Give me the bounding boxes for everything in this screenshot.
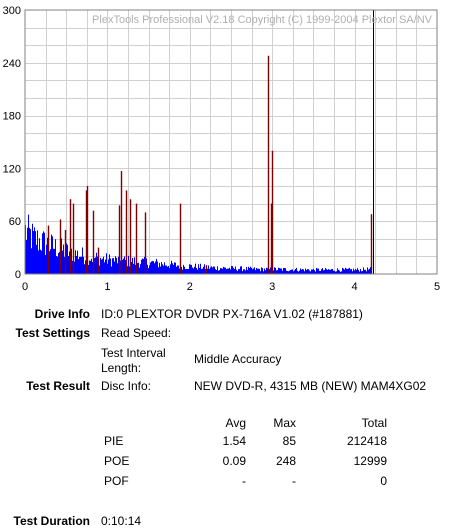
pie-total: 212418 [346, 434, 387, 448]
x-tick-label: 3 [269, 281, 275, 293]
watermark: PlexTools Professional V2.18 Copyright (… [92, 14, 433, 26]
y-tick-labels: 0 60 120 180 240 300 [3, 5, 21, 281]
test-result-label: Test Result [26, 379, 90, 393]
y-tick-label: 300 [3, 5, 21, 17]
pie-max: 85 [282, 434, 296, 448]
y-tick-label: 0 [15, 269, 21, 281]
x-tick-labels: 0 1 2 3 4 5 [22, 281, 440, 293]
x-tick-label: 5 [434, 281, 440, 293]
chart: PlexTools Professional V2.18 Copyright (… [3, 5, 440, 293]
test-interval-value: Middle Accuracy [194, 352, 282, 366]
read-speed-label: Read Speed: [101, 326, 172, 340]
x-tick-label: 1 [104, 281, 110, 293]
y-tick-label: 120 [3, 163, 21, 175]
x-tick-label: 0 [22, 281, 28, 293]
avg-header: Avg [225, 416, 246, 430]
plot-frame [24, 9, 438, 275]
grid [25, 10, 437, 274]
pof-max: - [292, 474, 296, 488]
y-tick-label: 240 [3, 58, 21, 70]
poe-max: 248 [275, 454, 296, 468]
poe-row-name: POE [104, 454, 130, 468]
pof-row-name: POF [104, 474, 129, 488]
y-tick-label: 60 [9, 216, 21, 228]
poe-total: 12999 [353, 454, 387, 468]
disc-info-label: Disc Info: [101, 379, 152, 393]
x-tick-label: 2 [187, 281, 193, 293]
pof-avg: - [242, 474, 246, 488]
test-duration-label: Test Duration [13, 514, 90, 528]
disc-info-value: NEW DVD-R, 4315 MB (NEW) MAM4XG02 [194, 379, 427, 393]
pof-total: 0 [380, 474, 387, 488]
test-interval-label-line2: Length: [101, 361, 142, 375]
x-tick-label: 4 [352, 281, 358, 293]
total-header: Total [361, 416, 387, 430]
poe-avg: 0.09 [222, 454, 246, 468]
drive-info-value: ID:0 PLEXTOR DVDR PX-716A V1.02 (#187881… [101, 307, 363, 321]
drive-info-label: Drive Info [34, 307, 90, 321]
poe-series [47, 55, 373, 274]
y-tick-label: 180 [3, 111, 21, 123]
max-header: Max [273, 416, 296, 430]
test-duration-value: 0:10:14 [101, 514, 142, 528]
pie-avg: 1.54 [222, 434, 246, 448]
test-interval-label-line1: Test Interval [101, 346, 166, 360]
pie-row-name: PIE [104, 434, 124, 448]
test-settings-label: Test Settings [15, 326, 90, 340]
